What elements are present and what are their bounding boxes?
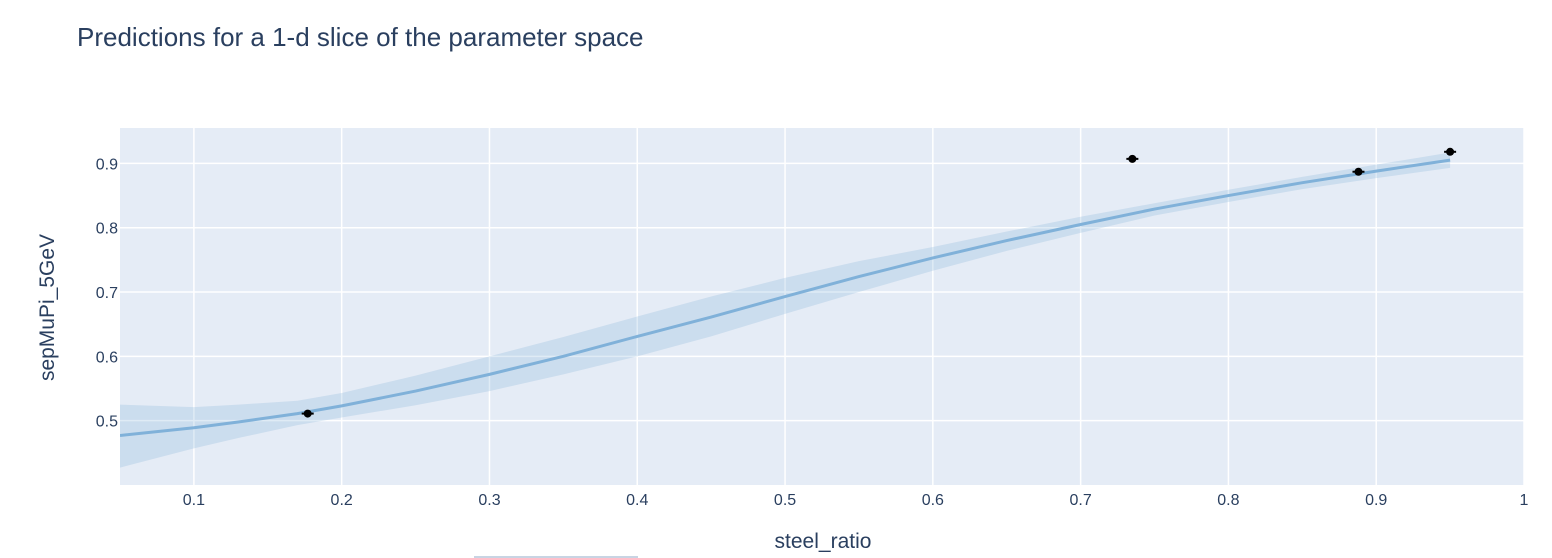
uncertainty-band: [120, 152, 1451, 468]
y-tick-label: 0.9: [96, 156, 118, 173]
x-tick-label: 0.6: [922, 492, 944, 509]
y-axis-title: sepMuPi_5GeV: [36, 234, 59, 381]
gridlines: [120, 128, 1525, 485]
chart-title: Predictions for a 1-d slice of the param…: [77, 22, 644, 52]
x-tick-label: 0.9: [1365, 492, 1387, 509]
legend-stub: [474, 556, 638, 558]
x-tick-label: 0.5: [774, 492, 796, 509]
y-tick-label: 0.5: [96, 414, 118, 431]
x-axis-title: steel_ratio: [775, 530, 872, 553]
x-tick-label: 0.1: [183, 492, 205, 509]
y-tick-label: 0.6: [96, 349, 118, 366]
x-tick-label: 0.3: [478, 492, 500, 509]
x-tick-label: 0.4: [626, 492, 648, 509]
x-tick-label: 1: [1520, 492, 1529, 509]
y-tick-label: 0.7: [96, 285, 118, 302]
observed-point: [1446, 147, 1455, 156]
x-tick-label: 0.2: [331, 492, 353, 509]
x-tick-labels: 0.1 0.2 0.3 0.4 0.5 0.6 0.7 0.8 0.9 1: [183, 492, 1529, 509]
observed-points: [301, 147, 1457, 418]
observed-point: [1354, 167, 1363, 176]
observed-point: [303, 409, 312, 418]
y-tick-labels: 0.5 0.6 0.7 0.8 0.9: [96, 156, 118, 430]
plot-background: [120, 128, 1524, 485]
x-tick-label: 0.8: [1217, 492, 1239, 509]
observed-point: [1128, 154, 1137, 163]
x-tick-label: 0.7: [1070, 492, 1092, 509]
plot-content: [120, 147, 1457, 468]
y-tick-label: 0.8: [96, 221, 118, 238]
